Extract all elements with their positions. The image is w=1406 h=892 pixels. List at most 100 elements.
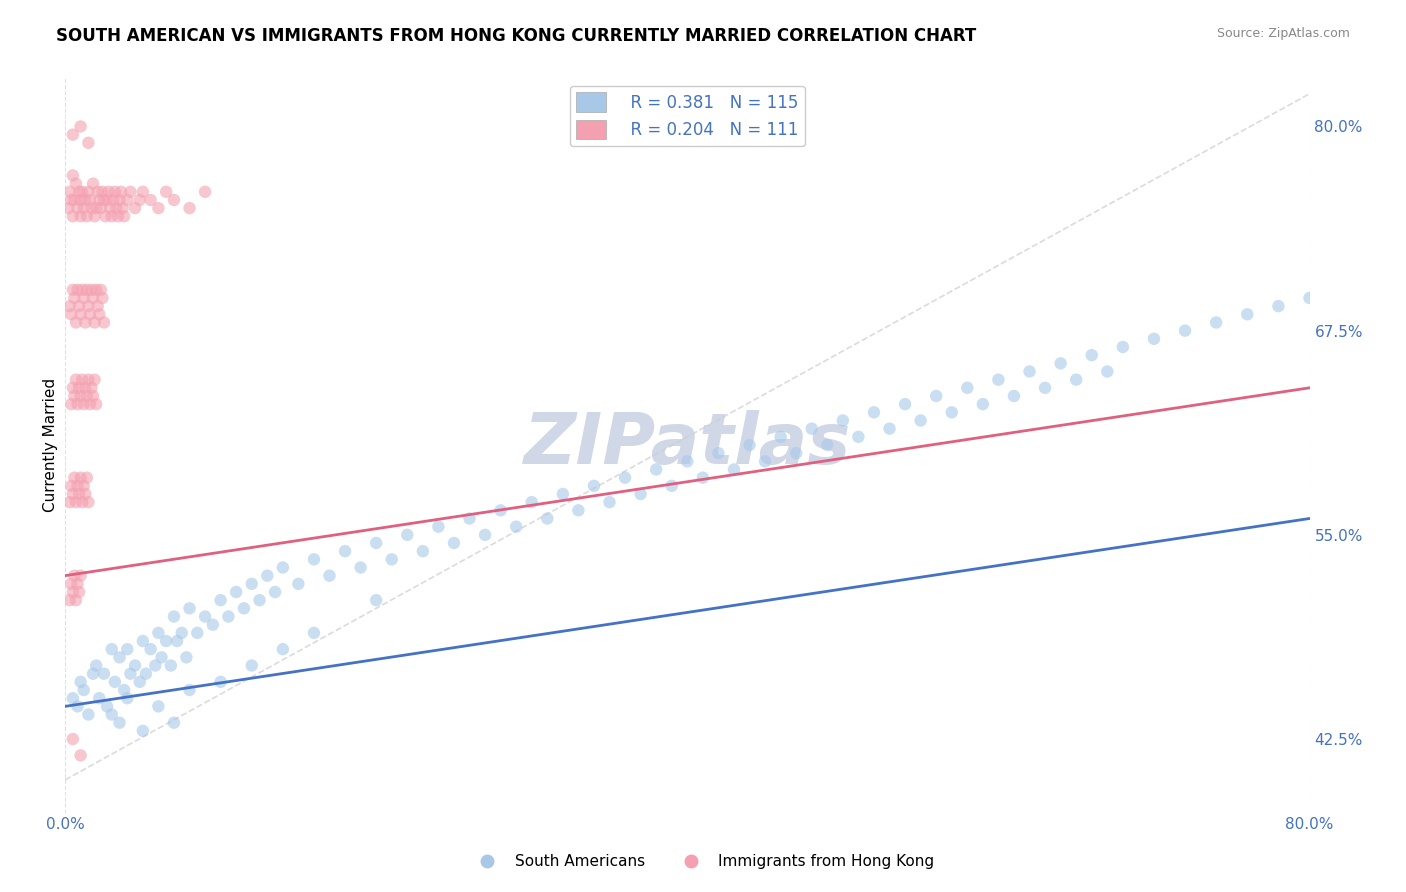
Point bbox=[70, 283, 93, 297]
Point bbox=[941, 405, 963, 419]
Point bbox=[287, 577, 309, 591]
Point bbox=[66, 479, 89, 493]
Point bbox=[132, 634, 155, 648]
Point bbox=[76, 389, 98, 403]
Point bbox=[93, 316, 115, 330]
Point bbox=[60, 577, 83, 591]
Point bbox=[77, 185, 100, 199]
Point bbox=[63, 291, 86, 305]
Point bbox=[179, 601, 201, 615]
Point bbox=[73, 397, 96, 411]
Point bbox=[505, 519, 527, 533]
Point bbox=[66, 699, 89, 714]
Point bbox=[831, 413, 853, 427]
Point bbox=[179, 683, 201, 698]
Point bbox=[69, 120, 91, 134]
Point bbox=[111, 201, 134, 215]
Point bbox=[65, 316, 87, 330]
Point bbox=[59, 593, 82, 607]
Point bbox=[98, 201, 121, 215]
Point bbox=[132, 185, 155, 199]
Point bbox=[366, 593, 388, 607]
Point bbox=[176, 650, 198, 665]
Point bbox=[848, 430, 870, 444]
Point bbox=[302, 552, 325, 566]
Point bbox=[166, 634, 188, 648]
Point bbox=[108, 193, 131, 207]
Point bbox=[738, 438, 761, 452]
Point bbox=[100, 707, 122, 722]
Point bbox=[1267, 299, 1289, 313]
Point bbox=[754, 454, 776, 468]
Point bbox=[124, 658, 146, 673]
Point bbox=[925, 389, 948, 403]
Point bbox=[240, 658, 263, 673]
Point bbox=[77, 299, 100, 313]
Point bbox=[63, 193, 86, 207]
Point bbox=[67, 487, 90, 501]
Point bbox=[249, 593, 271, 607]
Point bbox=[90, 283, 112, 297]
Point bbox=[599, 495, 621, 509]
Point bbox=[723, 462, 745, 476]
Point bbox=[80, 201, 103, 215]
Point bbox=[676, 454, 699, 468]
Point bbox=[83, 209, 105, 223]
Legend:   R = 0.381   N = 115,   R = 0.204   N = 111: R = 0.381 N = 115, R = 0.204 N = 111 bbox=[569, 86, 804, 146]
Point bbox=[112, 209, 135, 223]
Point bbox=[318, 568, 340, 582]
Point bbox=[104, 674, 127, 689]
Point bbox=[135, 666, 157, 681]
Point bbox=[84, 658, 107, 673]
Point bbox=[117, 193, 139, 207]
Point bbox=[70, 495, 93, 509]
Point bbox=[1174, 324, 1197, 338]
Point bbox=[108, 650, 131, 665]
Point bbox=[894, 397, 917, 411]
Point bbox=[863, 405, 886, 419]
Point bbox=[77, 707, 100, 722]
Point bbox=[1064, 373, 1087, 387]
Point bbox=[62, 169, 84, 183]
Point bbox=[94, 209, 117, 223]
Point bbox=[879, 422, 901, 436]
Point bbox=[80, 283, 103, 297]
Point bbox=[62, 209, 84, 223]
Point bbox=[201, 617, 224, 632]
Point bbox=[302, 625, 325, 640]
Point bbox=[69, 193, 91, 207]
Legend: South Americans, Immigrants from Hong Kong: South Americans, Immigrants from Hong Ko… bbox=[465, 848, 941, 875]
Point bbox=[62, 487, 84, 501]
Point bbox=[105, 201, 128, 215]
Point bbox=[80, 381, 103, 395]
Point bbox=[536, 511, 558, 525]
Point bbox=[148, 201, 170, 215]
Point bbox=[63, 389, 86, 403]
Point bbox=[63, 568, 86, 582]
Point bbox=[76, 283, 98, 297]
Point bbox=[139, 193, 162, 207]
Point bbox=[107, 209, 129, 223]
Point bbox=[62, 283, 84, 297]
Point bbox=[69, 307, 91, 321]
Point bbox=[785, 446, 807, 460]
Point bbox=[155, 185, 177, 199]
Point bbox=[800, 422, 823, 436]
Point bbox=[396, 528, 419, 542]
Point bbox=[75, 316, 97, 330]
Point bbox=[143, 658, 166, 673]
Y-axis label: Currently Married: Currently Married bbox=[44, 378, 58, 512]
Point bbox=[83, 316, 105, 330]
Text: ZIPatlas: ZIPatlas bbox=[523, 410, 851, 480]
Point bbox=[60, 307, 83, 321]
Point bbox=[79, 193, 101, 207]
Point bbox=[62, 128, 84, 142]
Point bbox=[82, 291, 104, 305]
Point bbox=[139, 642, 162, 657]
Point bbox=[110, 185, 132, 199]
Point bbox=[910, 413, 932, 427]
Point bbox=[77, 373, 100, 387]
Point bbox=[100, 209, 122, 223]
Point bbox=[70, 185, 93, 199]
Point bbox=[60, 479, 83, 493]
